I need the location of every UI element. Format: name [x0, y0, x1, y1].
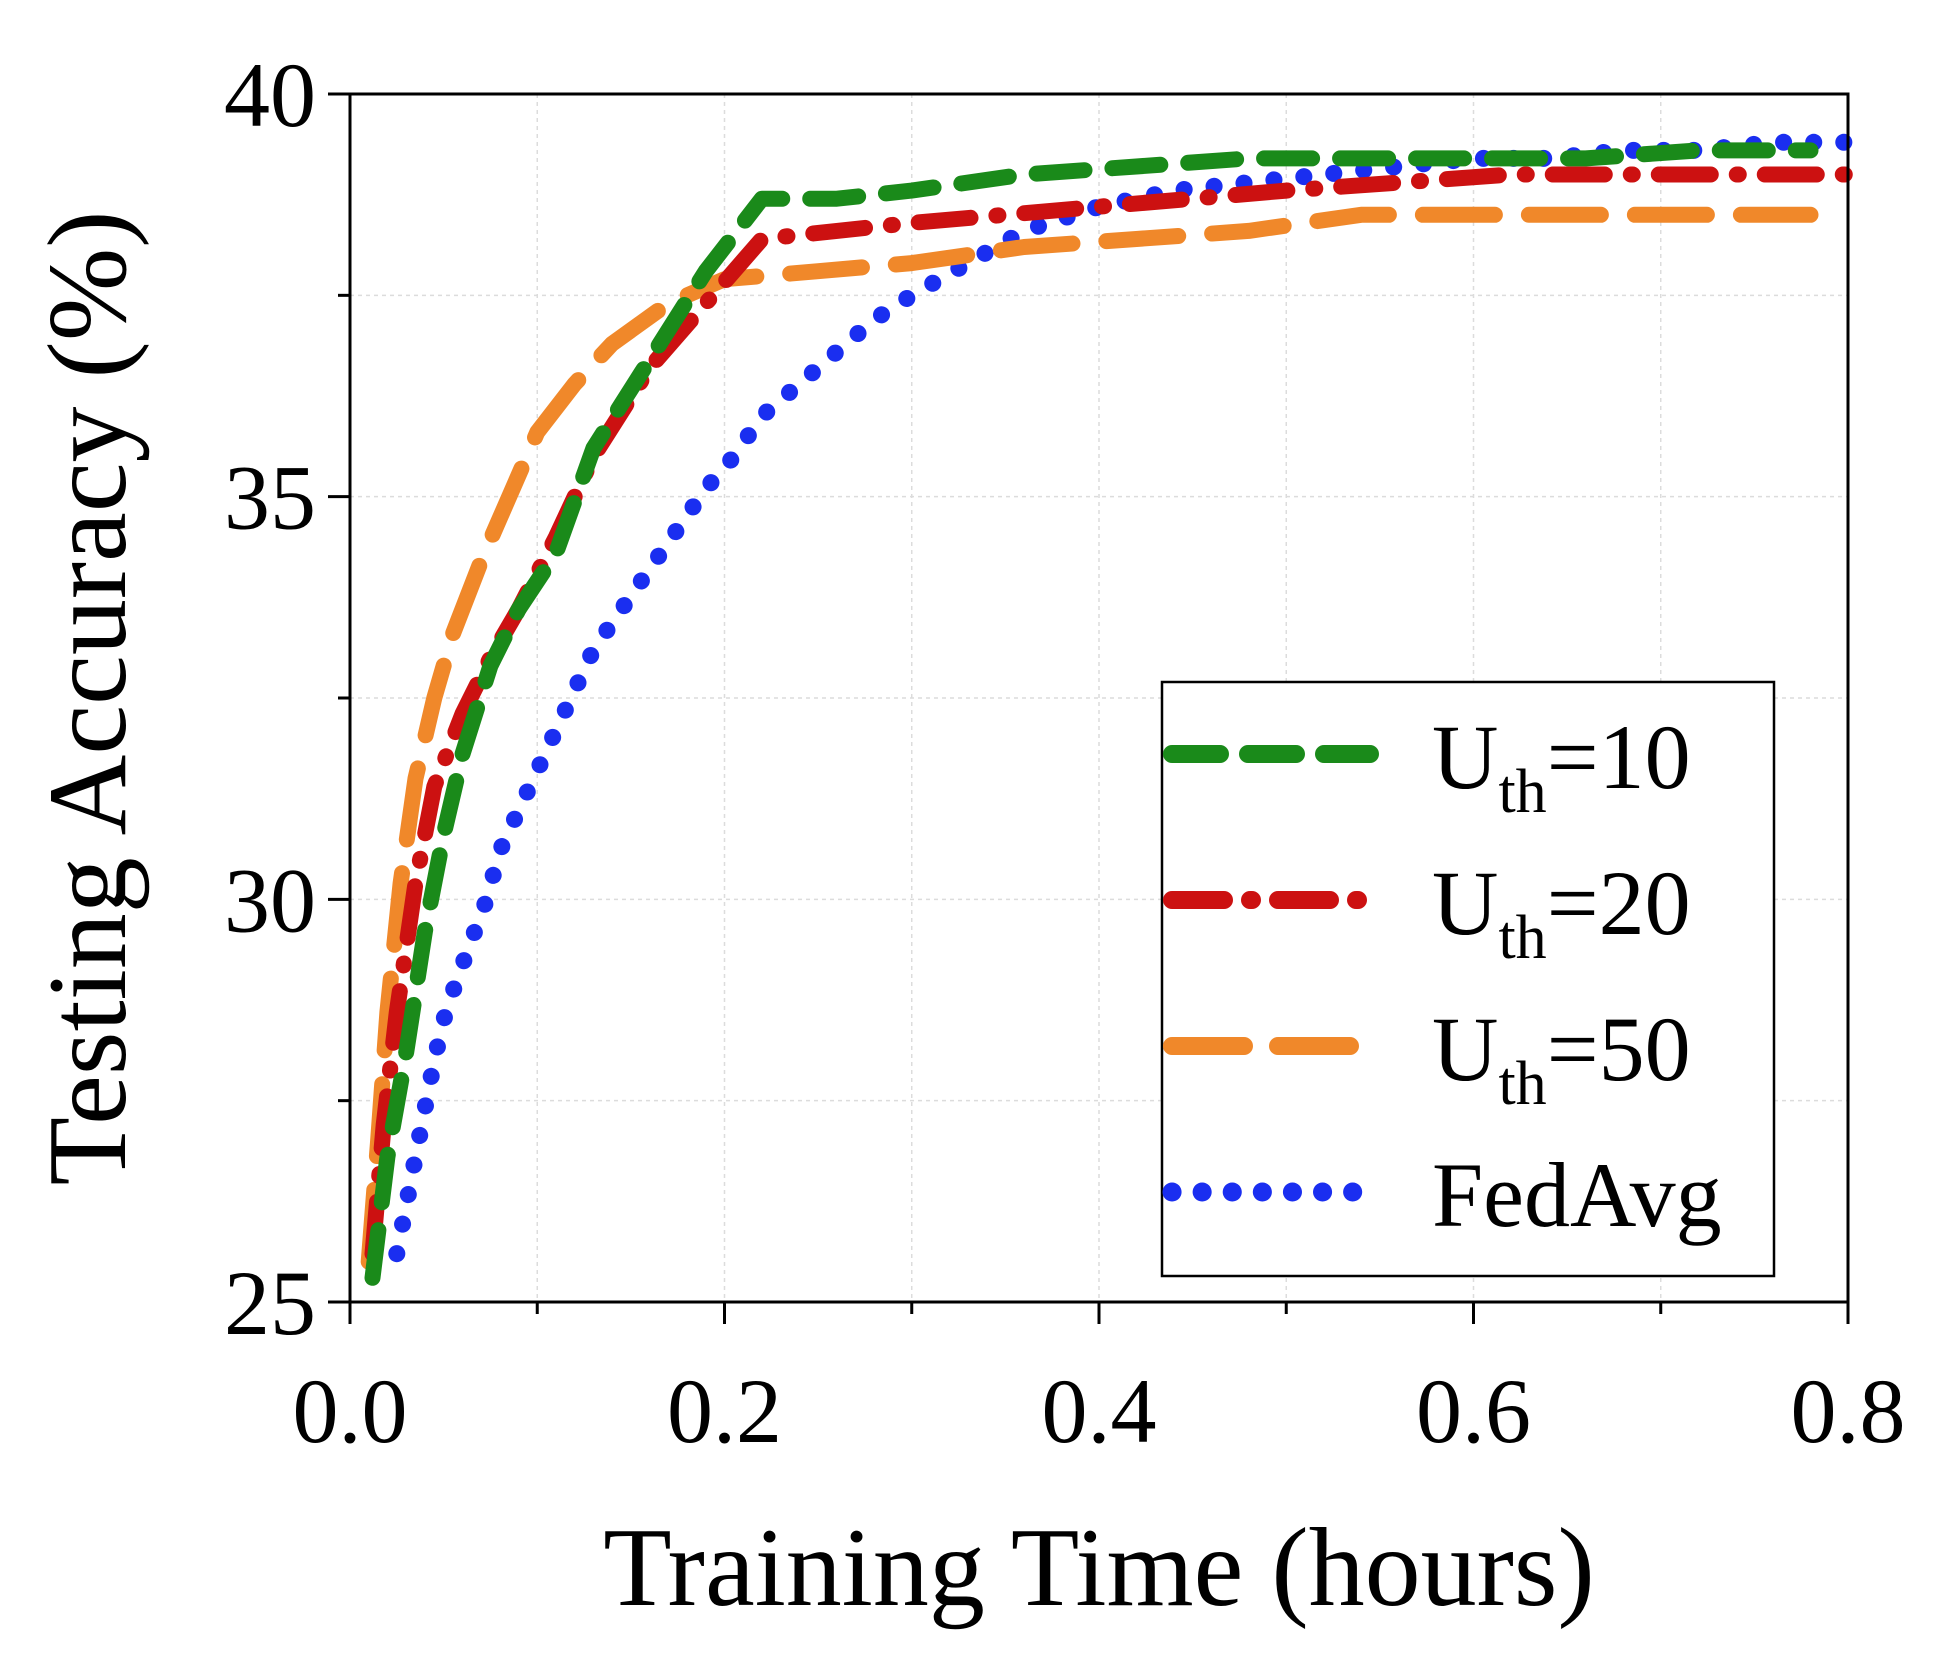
axis-tick-labels: 0.0 0.2 0.4 0.6 0.8 25 30 35 40	[224, 44, 1906, 1462]
legend: Uth=10 Uth=20 Uth=50 FedAvg	[1160, 680, 1776, 1278]
x-tick-label: 0.6	[1416, 1360, 1531, 1462]
legend-entry-uth-50: Uth=50	[1432, 998, 1691, 1118]
legend-entry-uth-20: Uth=20	[1432, 852, 1691, 972]
x-axis-title: Training Time (hours)	[603, 1506, 1595, 1630]
series-layer	[360, 133, 1857, 1286]
x-tick-label: 0.2	[667, 1360, 782, 1462]
series-line-fedavg	[388, 133, 1857, 1263]
series-line-uth-50	[360, 206, 1819, 1270]
series-line-uth-10	[364, 142, 1819, 1286]
y-tick-label: 25	[224, 1252, 316, 1354]
y-tick-label: 40	[224, 44, 316, 146]
y-tick-label: 35	[224, 447, 316, 549]
x-tick-label: 0.8	[1791, 1360, 1906, 1462]
legend-entry-fedavg: FedAvg	[1432, 1144, 1722, 1246]
y-tick-label: 30	[224, 849, 316, 951]
axis-ticks	[328, 92, 1850, 1324]
series-line-uth-20	[364, 166, 1856, 1262]
legend-entry-uth-10: Uth=10	[1432, 706, 1691, 826]
x-tick-label: 0.0	[293, 1360, 408, 1462]
x-tick-label: 0.4	[1042, 1360, 1157, 1462]
legend-box	[1160, 680, 1776, 1278]
y-axis-title: Testing Accuracy (%)	[26, 211, 150, 1186]
